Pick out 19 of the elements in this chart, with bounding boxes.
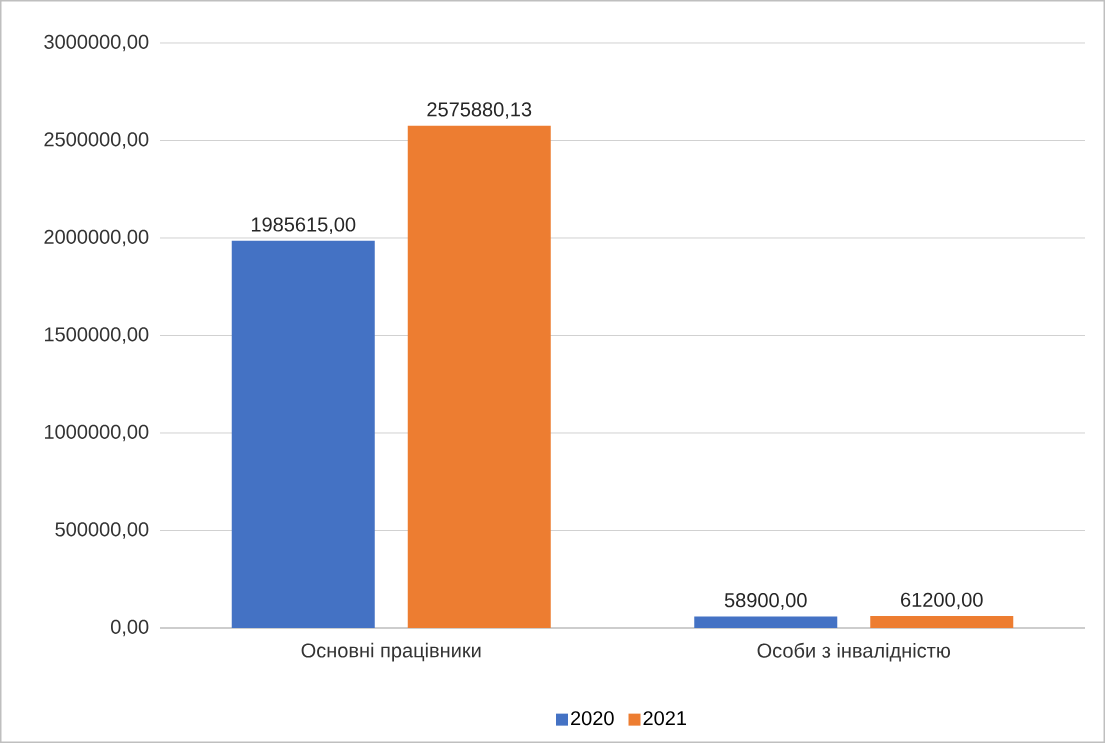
bar bbox=[407, 125, 551, 628]
data-label: 1985615,00 bbox=[251, 217, 356, 234]
x-tick-label: Особи з інвалідністю bbox=[757, 642, 950, 662]
data-label: 61200,00 bbox=[901, 592, 983, 610]
legend-label: 2021 bbox=[643, 711, 686, 726]
y-tick-label: 1000000,00 bbox=[45, 424, 149, 442]
x-tick-label: Основні працівники bbox=[301, 642, 481, 662]
y-tick-label: 3000000,00 bbox=[44, 34, 149, 52]
y-tick-label: 500000,00 bbox=[55, 522, 149, 539]
bar bbox=[694, 616, 838, 628]
data-label: 2575880,13 bbox=[427, 102, 532, 119]
data-label: 58900,00 bbox=[724, 593, 807, 610]
legend-label: 2020 bbox=[571, 711, 614, 726]
bar bbox=[231, 240, 375, 628]
y-tick-label: 2000000,00 bbox=[44, 229, 149, 247]
y-tick-label: 0,00 bbox=[110, 619, 149, 637]
y-tick-label: 2500000,00 bbox=[44, 132, 149, 149]
bar bbox=[870, 616, 1014, 628]
y-tick-label: 1500000,00 bbox=[45, 327, 149, 344]
